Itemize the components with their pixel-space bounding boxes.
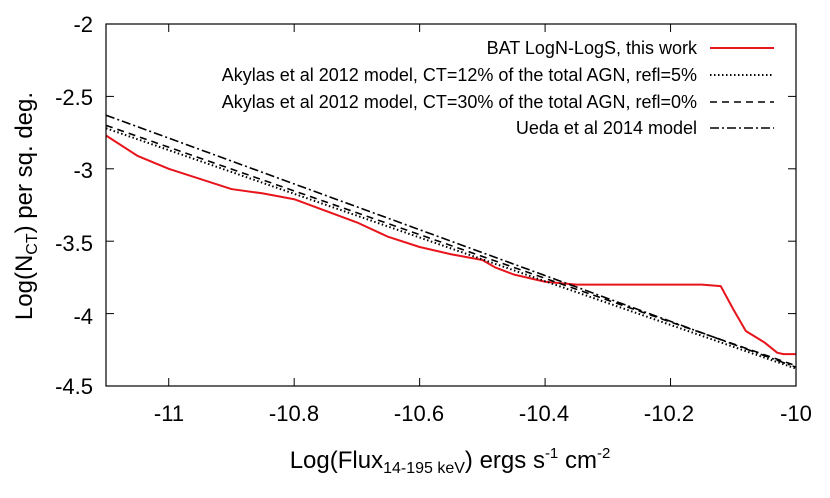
ytick-label: -2 — [73, 12, 93, 37]
legend: BAT LogN-LogS, this work Akylas et al 20… — [222, 38, 774, 138]
legend-label-ueda: Ueda et al 2014 model — [516, 118, 697, 138]
xtick-label: -11 — [154, 401, 184, 426]
series-line-3 — [106, 114, 796, 368]
plot-frame — [105, 23, 797, 387]
legend-label-akylas-30: Akylas et al 2012 model, CT=30% of the t… — [222, 92, 697, 112]
x-axis-title-main: Log(Flux — [290, 447, 383, 474]
xtick-labels: -11 -10.8 -10.6 -10.4 -10.2 -10 — [154, 401, 812, 426]
ytick-label: -4.5 — [55, 374, 93, 399]
xtick-label: -10.4 — [519, 401, 569, 426]
xtick-label: -10.8 — [269, 401, 319, 426]
ytick-label: -4 — [73, 304, 93, 329]
x-axis-title-mid: cm — [558, 447, 597, 474]
xtick-label: -10.2 — [644, 401, 694, 426]
ytick-label: -3.5 — [55, 231, 93, 256]
ytick-labels: -2 -2.5 -3 -3.5 -4 -4.5 — [55, 12, 93, 399]
x-axis-title-sub: 14-195 keV — [383, 460, 465, 477]
ytick-label: -3 — [73, 158, 93, 183]
ytick-label: -2.5 — [55, 85, 93, 110]
x-axis-title: Log(Flux14-195 keV) ergs s-1 cm-2 — [290, 445, 611, 477]
series-line-1 — [106, 127, 796, 370]
x-axis-title-sup2: -2 — [597, 445, 610, 462]
y-axis-title: Log(NCT) per sq. deg. — [11, 92, 41, 320]
x-axis-title-sup1: -1 — [545, 445, 558, 462]
x-axis-title-after: ) ergs s — [465, 447, 545, 474]
series-line-2 — [106, 124, 796, 367]
y-axis-title-after: ) per sq. deg. — [11, 92, 38, 233]
series-line-0 — [106, 134, 796, 356]
legend-label-akylas-12: Akylas et al 2012 model, CT=12% of the t… — [222, 65, 697, 85]
y-axis-title-main: Log(N — [11, 255, 38, 320]
y-axis-title-sub: CT — [24, 233, 41, 255]
xtick-label: -10.6 — [394, 401, 444, 426]
xtick-label: -10 — [780, 401, 812, 426]
legend-label-bat: BAT LogN-LogS, this work — [487, 38, 698, 58]
series-layer — [106, 114, 796, 370]
